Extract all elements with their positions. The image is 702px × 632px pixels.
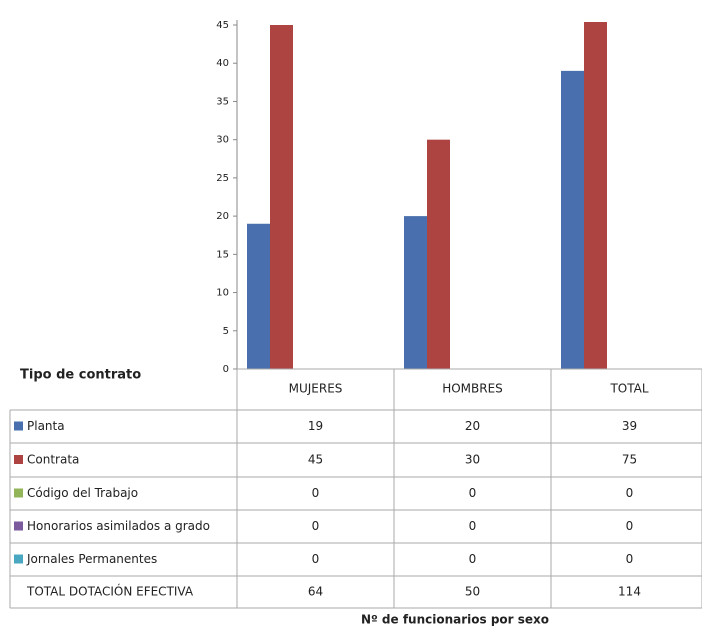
table-cell: 50 xyxy=(465,585,480,599)
y-tick-label: 25 xyxy=(216,173,229,184)
y-tick-label: 30 xyxy=(216,135,229,146)
legend-swatch xyxy=(14,554,23,564)
legend-label: Código del Trabajo xyxy=(27,486,138,500)
table-cell: 0 xyxy=(469,519,477,533)
y-tick-label: 5 xyxy=(223,326,229,337)
table-cell: 45 xyxy=(308,453,323,467)
legend-swatch xyxy=(14,421,23,431)
y-tick-label: 15 xyxy=(216,249,229,260)
x-tick-label: MUJERES xyxy=(289,382,343,396)
table-cell: 114 xyxy=(618,585,641,599)
table-cell: 0 xyxy=(312,552,320,566)
table-title: Tipo de contrato xyxy=(20,368,141,383)
legend-label: Contrata xyxy=(27,453,79,467)
bar xyxy=(404,216,427,369)
y-tick-label: 10 xyxy=(216,288,229,299)
table-cell: 0 xyxy=(469,552,477,566)
plot-area xyxy=(247,22,607,369)
x-tick-label: TOTAL xyxy=(609,382,648,396)
legend-label: Honorarios asimilados a grado xyxy=(27,519,210,533)
table-cell: 0 xyxy=(312,486,320,500)
legend-label: Planta xyxy=(27,419,65,433)
table-cell: 0 xyxy=(312,519,320,533)
legend-swatch xyxy=(14,488,23,498)
table-cell: 19 xyxy=(308,419,323,433)
bar xyxy=(427,139,450,369)
legend-swatch xyxy=(14,455,23,464)
table-cell: 75 xyxy=(622,453,637,467)
legend-swatch xyxy=(14,521,23,531)
table-cell: 0 xyxy=(626,552,634,566)
table-cell: 39 xyxy=(622,419,637,433)
legend-label: Jornales Permanentes xyxy=(26,552,157,566)
bar xyxy=(270,25,293,369)
y-tick-label: 45 xyxy=(216,20,229,31)
table-cell: 0 xyxy=(626,486,634,500)
table-cell: 20 xyxy=(465,419,480,433)
table-cell: 30 xyxy=(465,453,480,467)
table-cell: 0 xyxy=(626,519,634,533)
y-tick-label: 20 xyxy=(216,211,229,222)
bar xyxy=(561,70,584,369)
y-tick-label: 0 xyxy=(223,364,229,375)
x-axis-title: Nº de funcionarios por sexo xyxy=(361,613,549,627)
bar xyxy=(247,223,270,369)
x-tick-label: HOMBRES xyxy=(442,382,503,396)
table-cell: 0 xyxy=(469,486,477,500)
bar xyxy=(584,22,607,369)
y-tick-label: 35 xyxy=(216,96,229,107)
table-cell: 64 xyxy=(308,585,323,599)
y-tick-label: 40 xyxy=(216,58,229,69)
total-label: TOTAL DOTACIÓN EFECTIVA xyxy=(26,584,194,599)
